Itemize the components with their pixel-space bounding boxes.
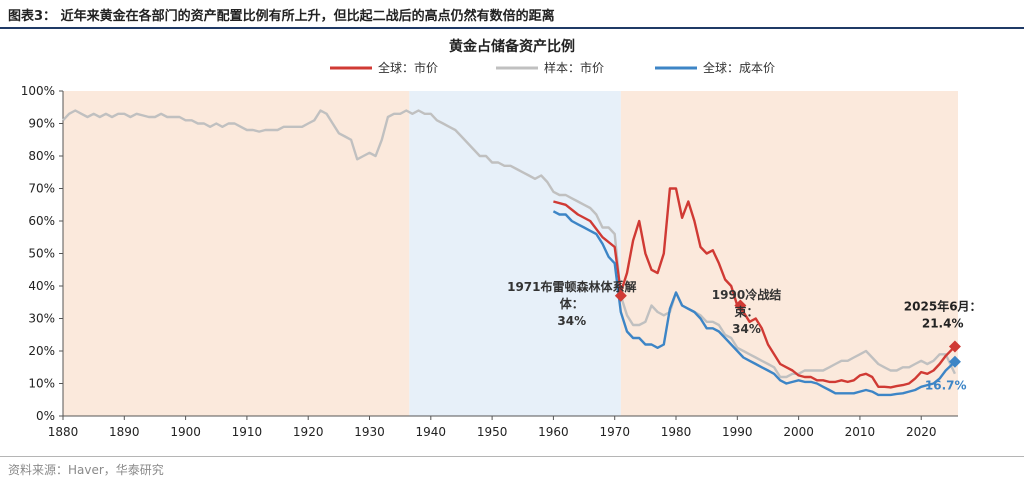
y-tick-label-2: 20% [28,344,55,358]
annotation-0-line-1: 体： [560,296,584,311]
marker-diamond-2 [948,340,961,353]
chart-title: 黄金占储备资产比例 [449,38,575,55]
x-tick-label-14: 2020 [906,425,937,439]
series-line-2 [552,210,956,397]
annotation-3: 16.7% [925,378,967,392]
x-tick-label-4: 1920 [293,425,324,439]
x-tick-label-3: 1910 [232,425,263,439]
series-line-1 [62,109,956,379]
annotation-0-line-2: 34% [557,314,586,328]
annotation-1-line-2: 34% [732,322,761,336]
annotation-0: 1971布雷顿森林体系解体： 34% [507,279,636,328]
y-tick-label-0: 0% [36,409,55,423]
annotation-2: 2025年6月： 21.4% [904,298,982,330]
footer-divider [0,456,1024,457]
x-tick-label-1: 1890 [109,425,140,439]
y-tick-label-1: 10% [28,377,55,391]
report-header: 图表3： 近年来黄金在各部门的资产配置比例有所上升，但比起二战后的高点仍然有数倍… [0,0,1024,29]
header-divider [0,27,1024,29]
x-tick-label-13: 2010 [845,425,876,439]
x-tick-label-8: 1960 [538,425,569,439]
y-tick-label-5: 50% [28,247,55,261]
annotation-3-line-0: 16.7% [925,378,967,392]
x-tick-label-0: 1880 [48,425,79,439]
legend-label-1: 样本：市价 [544,60,604,75]
annotation-1-line-1: 束： [734,304,759,319]
legend-label-2: 全球：成本价 [703,60,775,75]
x-tick-label-9: 1970 [599,425,630,439]
shaded-region-0 [63,91,410,416]
y-tick-label-4: 40% [28,279,55,293]
annotation-2-line-1: 21.4% [922,316,964,330]
y-tick-label-8: 80% [28,149,55,163]
legend-label-0: 全球：市价 [378,60,438,75]
x-tick-label-6: 1940 [416,425,447,439]
x-tick-label-7: 1950 [477,425,508,439]
annotation-1: 1990冷战结束： 34% [712,287,781,336]
x-tick-label-12: 2000 [783,425,814,439]
marker-diamond-0 [614,289,627,302]
figure-caption: 图表3： 近年来黄金在各部门的资产配置比例有所上升，但比起二战后的高点仍然有数倍… [8,9,555,24]
marker-diamond-3 [948,355,961,368]
y-tick-label-7: 70% [28,182,55,196]
annotation-1-line-0: 1990冷战结 [712,287,781,302]
y-tick-label-3: 30% [28,312,55,326]
annotation-2-line-0: 2025年6月： [904,298,982,313]
y-tick-label-9: 90% [28,117,55,131]
shaded-region-1 [409,91,621,416]
x-tick-label-11: 1990 [722,425,753,439]
source-note: 资料来源：Haver，华泰研究 [8,463,164,477]
annotation-0-line-0: 1971布雷顿森林体系解 [507,279,636,294]
y-tick-label-10: 100% [21,84,55,98]
x-tick-label-2: 1900 [170,425,201,439]
shaded-region-2 [620,91,958,416]
x-tick-label-10: 1980 [661,425,692,439]
series-line-0 [553,187,956,389]
y-tick-label-6: 60% [28,214,55,228]
x-tick-label-5: 1930 [354,425,385,439]
marker-diamond-1 [734,299,747,312]
